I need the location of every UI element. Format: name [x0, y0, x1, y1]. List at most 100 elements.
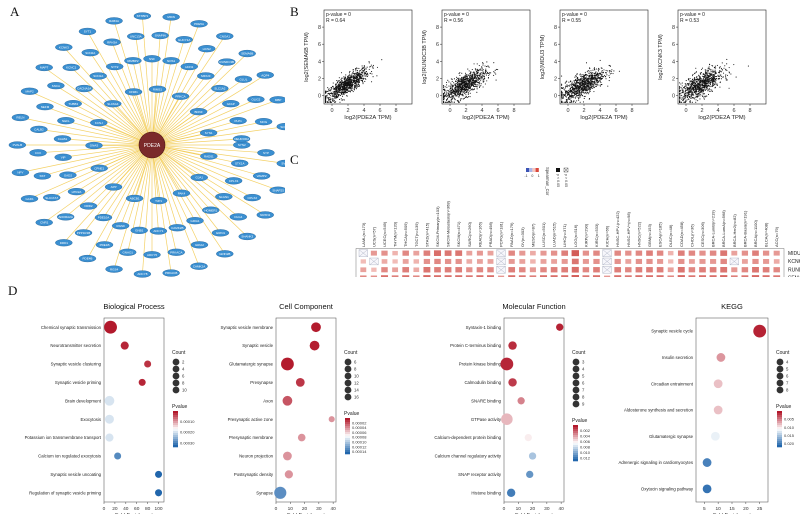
scatter-point: [470, 72, 472, 74]
scatter-point: [563, 88, 565, 90]
scatter-point: [574, 88, 576, 90]
scatter-point: [572, 88, 574, 90]
scatter-point: [464, 75, 466, 77]
scatter-point: [592, 83, 594, 85]
scatter-point: [702, 95, 704, 97]
scatter-point: [595, 84, 597, 86]
scatter-point: [476, 69, 478, 71]
scatter-point: [465, 88, 467, 90]
network-edge: [151, 144, 253, 198]
scatter-point: [459, 85, 461, 87]
scatter-point: [600, 82, 602, 84]
network-node: RAD51: [200, 152, 218, 160]
scatter-point: [584, 95, 586, 97]
scatter-point: [462, 88, 464, 90]
scatter-point: [353, 77, 355, 79]
scatter-point: [711, 78, 713, 80]
heatmap-cell: [444, 258, 452, 264]
scatter-point: [683, 101, 685, 103]
network-node-shape: [104, 183, 123, 191]
network-edge: [151, 144, 225, 197]
scatter-point: [691, 101, 693, 103]
size-legend-dot: [344, 386, 352, 394]
scatter-point: [575, 89, 577, 91]
scatter-point: [578, 92, 581, 94]
scatter-point: [466, 78, 468, 80]
scatter-point: [701, 67, 704, 69]
network-edge: [88, 144, 153, 207]
scatter-point: [590, 77, 592, 79]
scatter-point: [352, 72, 354, 74]
scatter-point: [465, 76, 467, 78]
scatter-point: [578, 89, 580, 91]
network-node: NSF: [143, 55, 161, 63]
scatter-point: [459, 83, 461, 85]
network-node: RIMS1: [148, 85, 167, 93]
scatter-point: [585, 81, 587, 83]
scatter-point: [590, 72, 592, 74]
dotplot-title: Cell Component: [279, 302, 334, 311]
scatter-point: [589, 89, 591, 91]
scatter-point: [340, 72, 343, 74]
scatter-point: [595, 86, 597, 88]
scatter-point: [571, 86, 573, 88]
scatter-xlabel: log2(PDE2A TPM): [698, 115, 745, 121]
color-legend-step: [173, 411, 178, 414]
x-tick-label: 20: [302, 506, 308, 512]
scatter-point: [576, 81, 578, 83]
scatter-point: [608, 64, 610, 66]
scatter-point: [584, 79, 586, 81]
network-node-shape: [54, 153, 72, 161]
network-node: TJP1: [149, 197, 168, 205]
network-node: SHANK3: [238, 232, 256, 241]
scatter-point: [710, 82, 712, 84]
heatmap-col-label: BRCA-LumB(n=219): [711, 210, 716, 247]
network-node-shape: [33, 172, 52, 180]
color-legend-title: Pvalue: [776, 404, 792, 410]
scatter-point: [681, 94, 683, 97]
scatter-point: [343, 87, 345, 89]
heatmap-cell: [762, 250, 770, 256]
scatter-point: [330, 90, 332, 92]
scatter-point: [483, 75, 485, 78]
scatter-point: [683, 96, 685, 98]
scatter-point: [687, 83, 689, 85]
scatter-point: [470, 85, 472, 87]
scatter-point: [447, 101, 449, 103]
heatmap-cell-cross: [602, 257, 612, 266]
color-legend-step: [573, 441, 578, 444]
heatmap-cell: [667, 267, 674, 273]
heatmap-cell: [381, 267, 388, 273]
scatter-point: [564, 94, 567, 96]
y-tick-label: 0: [318, 93, 321, 99]
network-node-label: SLC1A2: [214, 87, 226, 91]
scatter-point: [596, 74, 598, 76]
scatter-point: [707, 79, 709, 81]
scatter-point: [689, 89, 691, 91]
scatter-point: [363, 65, 365, 67]
scatter-point: [494, 72, 496, 74]
scatter-point: [593, 76, 595, 78]
scatter-point: [443, 88, 445, 90]
scatter-point: [610, 70, 612, 72]
heatmap-col-label: CESC(n=306): [700, 221, 705, 247]
heatmap-col-label: BLCA(n=408): [764, 222, 769, 247]
scatter-point: [588, 70, 590, 72]
x-tick-label: 20: [743, 506, 749, 512]
scatter-point: [348, 85, 350, 87]
color-legend-step: [777, 441, 782, 444]
scatter-point: [587, 86, 589, 88]
network-node-shape: [35, 218, 53, 227]
heatmap-cell: [741, 250, 749, 256]
scatter-point: [569, 81, 571, 83]
color-legend-step: [573, 445, 578, 448]
scatter-point: [449, 91, 451, 93]
scatter-point: [376, 66, 379, 68]
network-node: SYN1: [199, 129, 218, 137]
scatter-point: [582, 80, 584, 83]
scatter-point: [686, 86, 688, 88]
scatter-point: [353, 74, 355, 76]
y-tick-label: 6: [554, 42, 557, 48]
dotplot-dot: [508, 341, 517, 350]
scatter-point: [698, 88, 700, 90]
